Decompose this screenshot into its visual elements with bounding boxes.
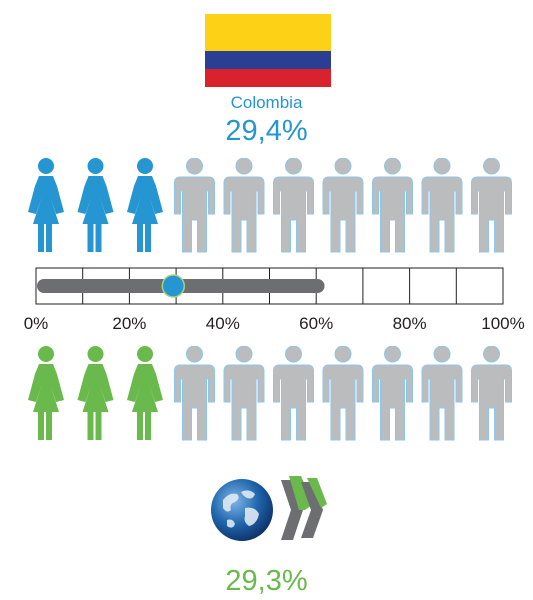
oecd-figure-10 <box>471 346 512 441</box>
chevron-green <box>289 476 313 510</box>
country-figure-9 <box>421 158 463 253</box>
colombia-flag <box>205 14 331 87</box>
country-figure-7 <box>322 158 364 253</box>
country-pictogram-row <box>28 158 512 253</box>
flag-stripe-yellow <box>205 14 331 51</box>
country-figure-3 <box>127 158 163 252</box>
oecd-value-label: 29,3% <box>225 565 308 597</box>
oecd-figure-8 <box>372 346 413 441</box>
country-figure-4 <box>174 158 215 253</box>
country-figure-10 <box>471 158 512 253</box>
oecd-figure-9 <box>421 346 463 441</box>
country-figure-6 <box>273 158 314 253</box>
flag-stripe-red <box>205 69 331 87</box>
percentage-scale: 0% 20% 40% 60% 80% 100% <box>24 267 525 333</box>
country-figure-1 <box>28 158 64 252</box>
tick-label: 20% <box>112 314 146 333</box>
flag-stripe-blue <box>205 51 331 69</box>
globe-icon <box>211 479 273 541</box>
tick-label: 0% <box>24 314 49 333</box>
oecd-globe-logo <box>211 476 327 541</box>
tick-label: 80% <box>393 314 427 333</box>
tick-label: 100% <box>481 314 524 333</box>
tick-label: 60% <box>299 314 333 333</box>
chevron-right-green <box>307 478 327 508</box>
country-value-label: 29,4% <box>225 115 308 147</box>
country-name-label: Colombia <box>230 93 303 112</box>
oecd-figure-7 <box>322 346 364 441</box>
oecd-pictogram-row <box>28 346 512 441</box>
oecd-figure-1 <box>28 346 64 440</box>
country-value-marker <box>161 274 186 298</box>
country-figure-5 <box>223 158 265 253</box>
oecd-figure-5 <box>223 346 265 441</box>
globe-land <box>223 490 259 528</box>
oecd-figure-2 <box>77 346 114 440</box>
oecd-figure-3 <box>127 346 163 440</box>
country-figure-8 <box>372 158 413 253</box>
tick-label: 40% <box>206 314 240 333</box>
country-figure-2 <box>77 158 114 252</box>
oecd-figure-6 <box>273 346 314 441</box>
oecd-figure-4 <box>174 346 215 441</box>
